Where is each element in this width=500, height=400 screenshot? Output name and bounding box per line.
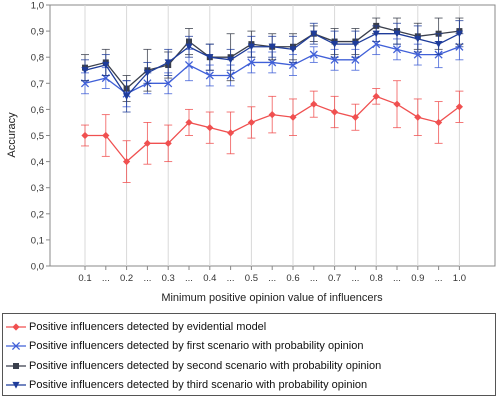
data-point <box>351 113 359 121</box>
data-point <box>392 45 402 54</box>
data-point <box>206 54 214 61</box>
legend: Positive influencers detected by evident… <box>2 313 496 396</box>
data-point <box>455 103 463 111</box>
data-point <box>414 35 422 43</box>
y-tick-label: 0,6 <box>31 105 44 116</box>
legend-item: Positive influencers detected by first s… <box>3 337 495 357</box>
x-tick-label: ... <box>227 273 235 284</box>
x-tick-label: 0.6 <box>286 273 299 284</box>
legend-swatch <box>6 342 26 351</box>
y-tick-label: 0,1 <box>31 235 44 246</box>
legend-item: Positive influencers detected by second … <box>3 356 495 376</box>
y-tick-label: 0,9 <box>31 27 44 38</box>
data-point <box>435 41 443 48</box>
x-tick-label: ... <box>268 273 276 284</box>
data-point <box>455 30 463 38</box>
x-axis: 0.1... 0.2... 0.3... 0.4... 0.5... 0.6... 0.7.… <box>78 266 466 284</box>
x-axis-title: Minimum positive opinion value of influe… <box>161 292 383 304</box>
data-point <box>205 71 214 80</box>
data-point <box>184 60 194 70</box>
y-tick-label: 0,7 <box>31 79 44 90</box>
legend-label: Positive influencers detected by second … <box>29 359 382 372</box>
legend-swatch <box>6 362 26 369</box>
data-point <box>206 124 214 132</box>
x-tick-label: 0.9 <box>411 273 424 284</box>
data-point <box>102 61 110 69</box>
x-tick-label: 0.3 <box>162 273 175 284</box>
data-point <box>247 43 255 51</box>
data-point <box>81 67 89 74</box>
data-point <box>123 158 131 166</box>
data-point <box>123 93 131 100</box>
y-tick-label: 0,4 <box>31 157 44 168</box>
legend-item: Positive influencers detected by evident… <box>3 317 495 337</box>
data-point <box>331 41 339 48</box>
x-tick-label: 0.8 <box>370 273 383 284</box>
data-point <box>289 46 297 53</box>
x-tick-label: ... <box>185 273 193 284</box>
data-point <box>247 58 256 67</box>
x-tick-label: ... <box>435 273 443 284</box>
data-point <box>143 69 151 77</box>
data-point <box>185 43 193 51</box>
y-tick-label: 0,2 <box>31 209 44 220</box>
data-point <box>268 43 276 51</box>
data-point <box>247 118 255 127</box>
y-axis-title: Accuracy <box>6 112 18 158</box>
data-point <box>331 108 339 116</box>
data-point <box>164 79 173 88</box>
data-point <box>81 131 89 140</box>
y-tick-label: 1,0 <box>31 1 44 12</box>
data-point <box>393 100 401 108</box>
x-tick-label: 0.7 <box>328 273 341 284</box>
y-tick-label: 0,3 <box>31 183 44 194</box>
x-tick-label: 0.4 <box>203 273 216 284</box>
y-tick-label: 0,0 <box>31 262 44 273</box>
series-group <box>80 17 464 183</box>
legend-label: Positive influencers detected by first s… <box>29 340 364 353</box>
data-point <box>372 30 380 38</box>
x-tick-label: 0.1 <box>78 273 91 284</box>
x-tick-label: 0.5 <box>245 273 258 284</box>
data-point <box>164 59 172 67</box>
data-point <box>102 131 110 140</box>
legend-label: Positive influencers detected by evident… <box>29 320 267 333</box>
x-tick-label: 1.0 <box>453 273 466 284</box>
data-point <box>185 118 193 127</box>
legend-swatch <box>6 382 26 389</box>
data-point <box>268 111 276 119</box>
data-point <box>393 30 401 38</box>
x-tick-label: ... <box>143 273 151 284</box>
series-1 <box>81 80 464 183</box>
data-point <box>435 118 443 127</box>
data-point <box>289 113 297 121</box>
x-tick-label: ... <box>102 273 110 284</box>
series-4 <box>81 20 464 113</box>
x-tick-label: 0.2 <box>120 273 133 284</box>
data-point <box>164 139 172 147</box>
x-tick-label: ... <box>351 273 359 284</box>
chart: 0,0 0,1 0,2 0,3 0,4 0,5 0,6 0,7 0,8 0,9 1,0 0.1...… <box>6 1 496 304</box>
data-point <box>143 139 151 147</box>
x-tick-label: ... <box>393 273 401 284</box>
data-point <box>227 129 235 137</box>
y-tick-label: 0,5 <box>31 131 44 142</box>
y-tick-label: 0,8 <box>31 53 44 64</box>
data-point <box>351 41 359 48</box>
legend-label: Positive influencers detected by third s… <box>29 379 368 392</box>
data-point <box>310 100 318 108</box>
data-point <box>372 92 380 100</box>
legend-swatch <box>6 323 26 331</box>
data-point <box>309 50 318 59</box>
data-point <box>227 56 235 64</box>
y-axis: 0,0 0,1 0,2 0,3 0,4 0,5 0,6 0,7 0,8 0,9 1,0 <box>31 1 50 273</box>
x-tick-label: ... <box>310 273 318 284</box>
data-point <box>310 30 318 38</box>
data-point <box>414 113 422 121</box>
legend-item: Positive influencers detected by third s… <box>3 376 495 396</box>
